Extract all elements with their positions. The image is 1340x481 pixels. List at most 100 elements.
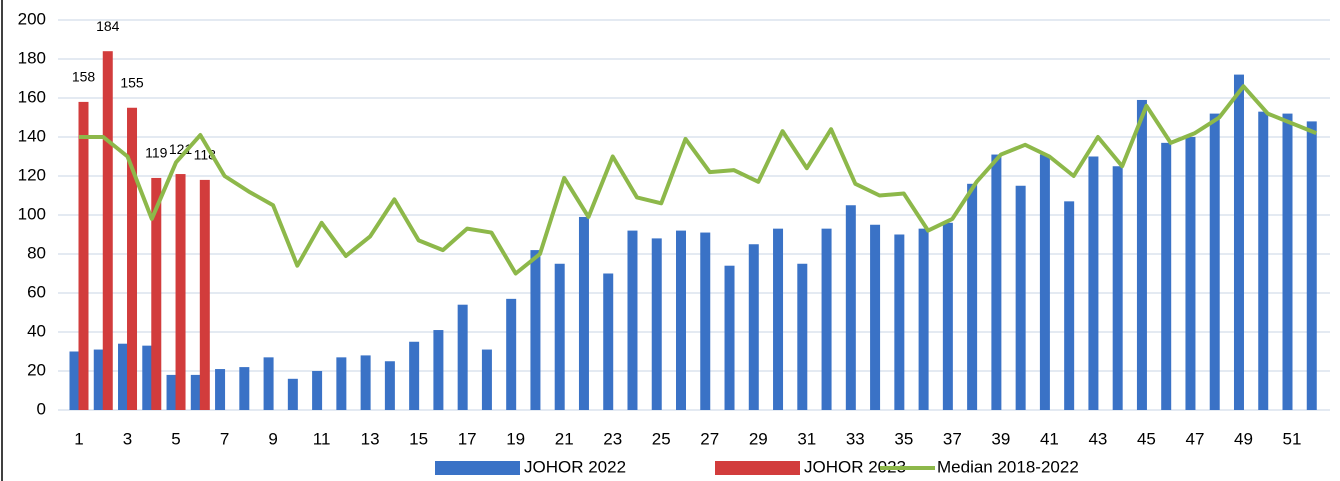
bar xyxy=(870,224,881,410)
bar xyxy=(199,179,210,410)
bar xyxy=(1136,99,1147,410)
bar xyxy=(1233,74,1244,410)
bar xyxy=(748,244,759,410)
x-tick-label: 37 xyxy=(943,429,962,448)
bar xyxy=(287,378,298,410)
x-tick-label: 29 xyxy=(749,429,768,448)
bar xyxy=(142,345,153,410)
bar xyxy=(118,343,129,410)
bar xyxy=(1161,142,1172,410)
y-tick-label: 60 xyxy=(27,282,46,301)
bar xyxy=(554,263,565,410)
bar xyxy=(69,351,80,410)
bar xyxy=(239,367,250,410)
bar xyxy=(312,371,323,410)
bar xyxy=(190,374,201,410)
bar xyxy=(724,265,735,410)
y-tick-label: 40 xyxy=(27,321,46,340)
bar xyxy=(1088,156,1099,410)
x-tick-label: 27 xyxy=(700,429,719,448)
x-tick-label: 9 xyxy=(268,429,277,448)
bar xyxy=(360,355,371,410)
bar xyxy=(918,228,929,410)
bar xyxy=(1112,166,1123,410)
bar xyxy=(773,228,784,410)
x-tick-label: 51 xyxy=(1283,429,1302,448)
legend-label: JOHOR 2022 xyxy=(524,457,626,476)
bar xyxy=(384,361,395,410)
x-tick-label: 15 xyxy=(409,429,428,448)
bar xyxy=(700,232,711,410)
bar xyxy=(1185,137,1196,410)
x-tick-label: 35 xyxy=(894,429,913,448)
legend-label: JOHOR 2023 xyxy=(804,457,906,476)
bar xyxy=(797,263,808,410)
bar xyxy=(151,177,162,410)
legend-swatch xyxy=(435,461,520,475)
x-tick-label: 33 xyxy=(846,429,865,448)
bar xyxy=(627,230,638,410)
bar xyxy=(894,234,905,410)
bar xyxy=(1064,201,1075,410)
bar xyxy=(1282,113,1293,410)
bar xyxy=(127,107,138,410)
x-tick-label: 25 xyxy=(652,429,671,448)
data-label: 158 xyxy=(72,69,96,85)
y-tick-label: 0 xyxy=(37,399,46,418)
bar xyxy=(175,174,186,410)
x-tick-label: 19 xyxy=(506,429,525,448)
bar xyxy=(166,374,177,410)
bar xyxy=(78,101,89,411)
bar xyxy=(578,216,589,410)
bar xyxy=(1306,121,1317,411)
data-label: 184 xyxy=(96,18,120,34)
x-tick-label: 17 xyxy=(458,429,477,448)
y-tick-label: 120 xyxy=(18,165,46,184)
bar xyxy=(263,357,274,410)
median-line xyxy=(79,84,1318,276)
y-tick-label: 200 xyxy=(18,9,46,28)
bar xyxy=(1258,111,1269,411)
bar xyxy=(336,357,347,410)
bar xyxy=(102,51,113,410)
x-tick-label: 31 xyxy=(797,429,816,448)
bar xyxy=(845,205,856,410)
x-tick-label: 7 xyxy=(220,429,229,448)
x-tick-label: 43 xyxy=(1088,429,1107,448)
bar xyxy=(651,238,662,410)
data-label: 155 xyxy=(120,74,144,90)
y-tick-label: 20 xyxy=(27,360,46,379)
bar xyxy=(942,222,953,410)
bar xyxy=(481,349,492,410)
bar xyxy=(530,250,541,410)
bar xyxy=(603,273,614,410)
x-tick-label: 21 xyxy=(555,429,574,448)
x-tick-label: 41 xyxy=(1040,429,1059,448)
x-tick-label: 13 xyxy=(361,429,380,448)
bar xyxy=(506,298,517,410)
bar xyxy=(991,154,1002,410)
bar xyxy=(967,183,978,410)
x-tick-label: 1 xyxy=(74,429,83,448)
y-tick-label: 140 xyxy=(18,126,46,145)
bar xyxy=(457,304,468,410)
x-tick-label: 23 xyxy=(603,429,622,448)
bar xyxy=(93,349,104,410)
bar xyxy=(1209,113,1220,410)
x-tick-label: 3 xyxy=(123,429,132,448)
bar xyxy=(1015,185,1026,410)
x-tick-label: 47 xyxy=(1185,429,1204,448)
y-tick-label: 160 xyxy=(18,87,46,106)
legend-swatch xyxy=(715,461,800,475)
x-tick-label: 5 xyxy=(171,429,180,448)
x-tick-label: 45 xyxy=(1137,429,1156,448)
bar xyxy=(409,341,420,410)
bar xyxy=(1039,154,1050,410)
y-tick-label: 100 xyxy=(18,204,46,223)
bar xyxy=(676,230,686,410)
y-tick-label: 180 xyxy=(18,48,46,67)
data-label: 119 xyxy=(145,145,168,161)
x-tick-label: 49 xyxy=(1234,429,1253,448)
legend-label: Median 2018-2022 xyxy=(937,457,1079,476)
